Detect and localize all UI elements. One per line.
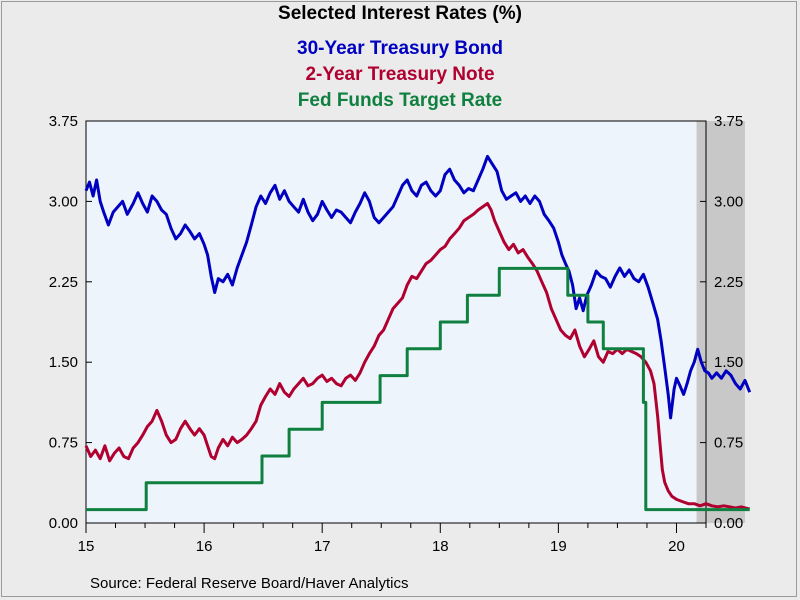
y-tick-label-right: 3.00 bbox=[714, 193, 743, 210]
y-tick-label-right: 0.75 bbox=[714, 435, 743, 452]
y-tick-label-right: 2.25 bbox=[714, 274, 743, 291]
y-tick-label-right: 0.00 bbox=[714, 515, 743, 532]
x-tick-label: 18 bbox=[432, 538, 449, 555]
plot-border bbox=[85, 120, 707, 524]
x-tick-label: 17 bbox=[314, 538, 331, 555]
legend-fed-funds: Fed Funds Target Rate bbox=[297, 90, 503, 111]
y-tick-label-left: 0.00 bbox=[49, 515, 78, 532]
line-fed-funds bbox=[86, 266, 750, 512]
source-note: Source: Federal Reserve Board/Haver Anal… bbox=[90, 575, 409, 592]
legend-2yr-note: 2-Year Treasury Note bbox=[305, 64, 495, 85]
y-tick-label-left: 3.00 bbox=[49, 193, 78, 210]
y-tick-label-left: 0.75 bbox=[49, 435, 78, 452]
x-tick-label: 20 bbox=[668, 538, 685, 555]
x-tick-label: 19 bbox=[550, 538, 567, 555]
y-tick-label-left: 3.75 bbox=[49, 113, 78, 130]
y-tick-label-left: 2.25 bbox=[49, 274, 78, 291]
line-30yr-bond bbox=[84, 154, 752, 420]
line-2yr-note bbox=[84, 202, 751, 511]
y-tick-label-left: 1.50 bbox=[49, 354, 78, 371]
x-tick-label: 15 bbox=[78, 538, 95, 555]
legend-30yr-bond: 30-Year Treasury Bond bbox=[297, 38, 503, 59]
y-tick-label-right: 1.50 bbox=[714, 354, 743, 371]
x-tick-label: 16 bbox=[196, 538, 213, 555]
y-tick-label-right: 3.75 bbox=[714, 113, 743, 130]
chart-title: Selected Interest Rates (%) bbox=[278, 3, 522, 24]
recession-shading bbox=[696, 121, 745, 523]
plot-area bbox=[86, 121, 706, 523]
